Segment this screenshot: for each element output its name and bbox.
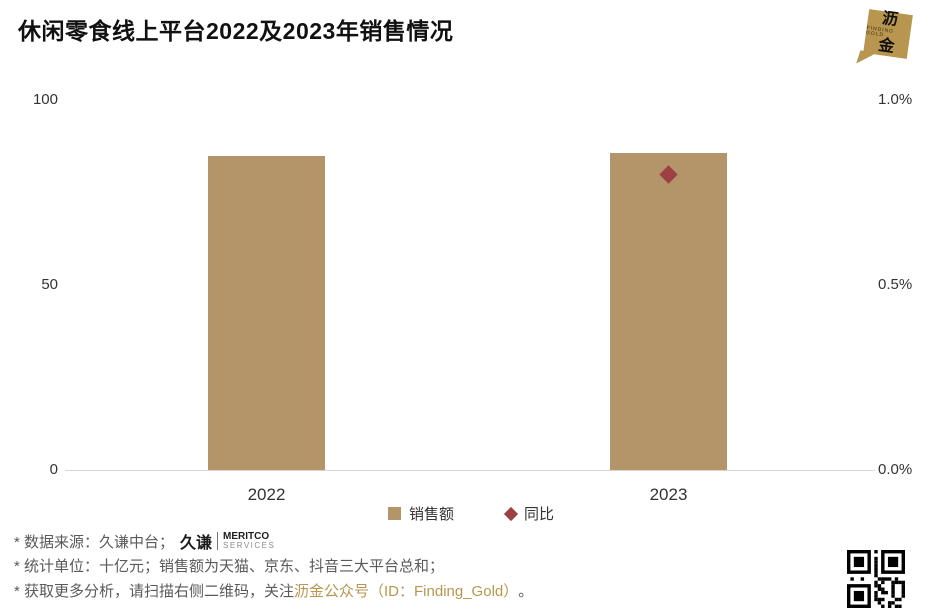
logo-char-2: 金 <box>877 37 896 57</box>
legend-label-sales: 销售额 <box>408 506 454 523</box>
sales-square-icon <box>387 507 401 520</box>
chart-legend: 销售额 同比 <box>0 503 942 524</box>
liujin-logo: 沥 FINDING GOLD 金 <box>854 8 918 72</box>
footnote-unit: * 统计单位：十亿元；销售额为天猫、京东、抖音三大平台总和； <box>14 558 445 575</box>
meritco-logo-en: MERITCO SERVICES <box>223 532 275 550</box>
bar-2023 <box>610 152 727 470</box>
footnote-follow-suffix: 。 <box>518 583 534 600</box>
left-axis-tick-0: 0 <box>49 461 58 478</box>
right-axis-tick-05pct: 0.5% <box>878 276 913 293</box>
x-axis-line <box>65 470 875 471</box>
right-axis-tick-0pct: 0.0% <box>878 461 913 478</box>
meritco-logo-en2: SERVICES <box>223 541 276 550</box>
footnote-follow-prefix: * 获取更多分析，请扫描右侧二维码，关注 <box>14 583 295 600</box>
meritco-logo-divider <box>217 532 219 550</box>
left-axis-tick-100: 100 <box>32 91 58 108</box>
right-axis-tick-1pct: 1.0% <box>878 91 913 108</box>
footnote-follow-highlight: 沥金公众号（ID：Finding_Gold） <box>294 583 519 600</box>
logo-tail-shape <box>856 50 874 68</box>
meritco-logo-cn: 久谦 <box>180 535 213 552</box>
footnote-source-text: * 数据来源：久谦中台； <box>14 533 175 551</box>
footnote-follow: * 获取更多分析，请扫描右侧二维码，关注 沥金公众号（ID：Finding_Go… <box>14 580 533 601</box>
legend-item-sales: 销售额 <box>387 503 454 524</box>
liujin-logo-mark: 沥 FINDING GOLD 金 <box>863 9 913 59</box>
meritco-logo-en1: MERITCO <box>223 531 270 542</box>
legend-label-yoy: 同比 <box>524 506 555 523</box>
x-label-2023: 2023 <box>649 485 688 504</box>
left-axis-tick-50: 50 <box>41 276 58 293</box>
legend-item-yoy: 同比 <box>503 503 555 524</box>
meritco-logo: 久谦 MERITCO SERVICES <box>180 529 275 553</box>
bar-2022 <box>208 155 325 470</box>
x-label-2022: 2022 <box>247 485 286 504</box>
qr-code <box>845 550 907 608</box>
yoy-diamond-icon <box>503 506 519 521</box>
page-title: 休闲零食线上平台2022及2023年销售情况 <box>18 18 454 44</box>
footnote-source: * 数据来源：久谦中台； 久谦 MERITCO SERVICES <box>14 529 275 553</box>
